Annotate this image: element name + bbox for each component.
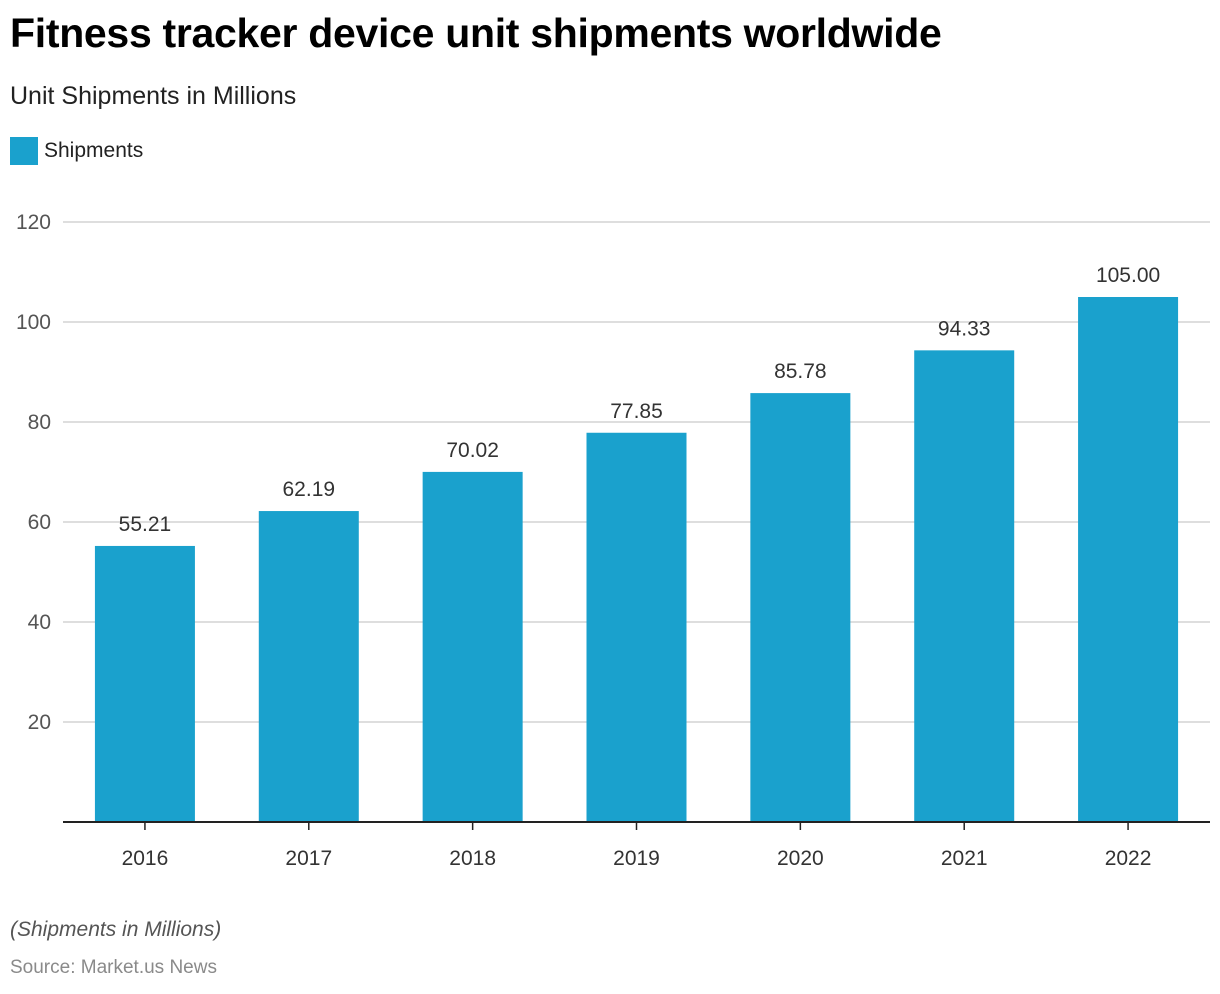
y-tick-label: 60 — [28, 511, 51, 534]
data-label: 70.02 — [446, 439, 499, 462]
data-label: 62.19 — [283, 478, 336, 501]
x-tick-label: 2017 — [285, 847, 332, 870]
bar-2019 — [586, 432, 687, 822]
data-label: 77.85 — [610, 400, 663, 423]
chart-source: Source: Market.us News — [10, 957, 217, 978]
bar-2017 — [258, 511, 359, 822]
bar-2021 — [914, 350, 1015, 822]
bar-2018 — [422, 471, 523, 822]
chart-note: (Shipments in Millions) — [10, 918, 222, 941]
bar-2022 — [1078, 297, 1179, 822]
chart-title: Fitness tracker device unit shipments wo… — [10, 10, 942, 56]
x-tick-label: 2022 — [1105, 847, 1152, 870]
y-tick-label: 80 — [28, 411, 51, 434]
legend-label: Shipments — [44, 139, 144, 162]
bar-2020 — [750, 393, 851, 822]
data-label: 85.78 — [774, 360, 827, 383]
data-label: 105.00 — [1096, 264, 1160, 287]
y-tick-label: 40 — [28, 611, 51, 634]
x-tick-label: 2016 — [122, 847, 169, 870]
x-tick-label: 2020 — [777, 847, 824, 870]
data-label: 94.33 — [938, 317, 991, 340]
chart-legend: Shipments — [10, 137, 143, 165]
legend-swatch — [10, 137, 38, 165]
bar-2016 — [94, 545, 195, 822]
data-label: 55.21 — [119, 513, 172, 536]
y-tick-label: 100 — [16, 311, 51, 334]
chart-subtitle: Unit Shipments in Millions — [10, 82, 297, 110]
bar-chart: 20 40 60 80 100 120 55.21 2016 62.19 2017 70.02 201… — [16, 211, 1210, 870]
x-tick-label: 2021 — [941, 847, 988, 870]
y-tick-label: 20 — [28, 711, 51, 734]
x-tick-label: 2019 — [613, 847, 660, 870]
x-tick-label: 2018 — [449, 847, 496, 870]
y-tick-label: 120 — [16, 211, 51, 234]
